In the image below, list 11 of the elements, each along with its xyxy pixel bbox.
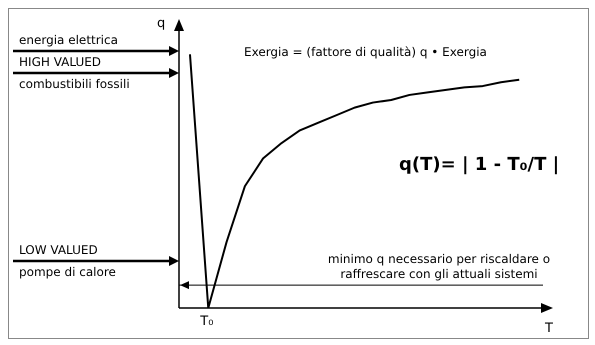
text: energia elettrica [19,33,118,47]
text: HIGH VALUED [19,55,102,69]
x-axis-title: T [544,321,553,336]
text: T₀ [200,314,214,329]
text: pompe di calore [19,265,116,279]
annotation: Exergia = (fattore di qualità) q • Exergia [244,45,487,59]
text: LOW VALUED [19,243,98,257]
y-axis-title: q [157,16,166,31]
text: combustibili fossili [19,77,130,91]
annotation: q(T)= | 1 - T₀/T | [399,154,560,175]
ref-line-label: minimo q necessario per riscaldare o raffrescare con gli attuali sistemi [326,252,552,282]
